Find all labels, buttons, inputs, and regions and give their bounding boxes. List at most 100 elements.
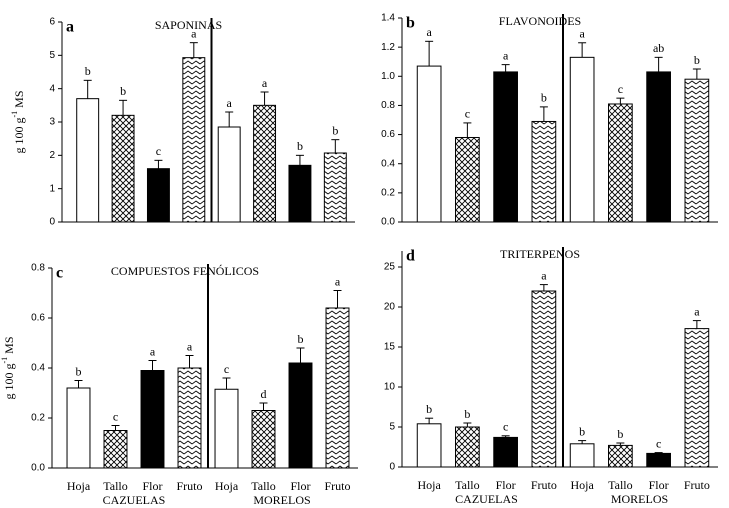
y-tick-label: 0.2 (381, 187, 395, 198)
bar (569, 443, 595, 468)
group-label: MORELOS (253, 493, 310, 507)
bar (684, 78, 710, 223)
significance-letter: a (191, 26, 197, 40)
y-tick-label: 5 (389, 422, 395, 433)
significance-letter: c (503, 420, 508, 434)
significance-letter: a (150, 344, 156, 358)
significance-letter: b (426, 402, 432, 416)
y-tick-label: 1.4 (381, 13, 395, 24)
y-label-text: g 100 g (2, 364, 16, 400)
bar (66, 387, 91, 469)
bar (646, 71, 671, 223)
x-tick-label: Flor (142, 479, 162, 493)
bar (416, 65, 442, 223)
significance-letter: b (298, 332, 304, 346)
significance-letter: c (656, 436, 661, 450)
significance-letter: a (262, 76, 268, 90)
significance-letter: c (113, 409, 118, 423)
bar (493, 71, 518, 223)
x-tick-label: Hoja (215, 479, 239, 493)
y-tick-label: 0.4 (381, 158, 395, 169)
y-tick-label: 0.2 (31, 413, 45, 424)
panel-label: b (406, 15, 415, 32)
x-tick-label: Tallo (251, 479, 276, 493)
bar (608, 444, 633, 468)
bar (253, 104, 277, 223)
x-tick-label: Flor (290, 479, 310, 493)
bar (531, 290, 557, 468)
bar (323, 152, 347, 223)
y-label-text: MS (2, 336, 16, 353)
y-tick-label: 0.8 (381, 100, 395, 111)
chart-title: COMPUESTOS FENÓLICOS (111, 264, 259, 278)
y-tick-label: 0.0 (381, 217, 395, 228)
x-tick-label: Fruto (684, 478, 710, 492)
significance-letter: b (617, 427, 623, 441)
x-tick-label: Tallo (608, 478, 633, 492)
y-tick-label: 0.6 (381, 129, 395, 140)
significance-letter: d (261, 387, 267, 401)
x-tick-label: Hoja (67, 479, 91, 493)
significance-letter: b (85, 64, 91, 78)
group-label: CAZUELAS (455, 492, 518, 506)
significance-letter: b (694, 53, 700, 67)
significance-letter: c (156, 144, 161, 158)
y-axis-label: g 100 g-1 MS (10, 90, 25, 153)
bar (684, 328, 710, 468)
x-tick-label: Fruto (531, 478, 557, 492)
y-tick-label: 2 (49, 150, 55, 161)
x-tick-label: Fruto (324, 479, 350, 493)
y-label-text: MS (12, 90, 26, 107)
significance-letter: b (332, 123, 338, 137)
x-tick-label: Hoja (570, 478, 594, 492)
x-tick-label: Tallo (455, 478, 480, 492)
y-tick-label: 10 (384, 382, 396, 393)
significance-letter: c (465, 107, 470, 121)
y-tick-label: 1.2 (381, 42, 395, 53)
y-tick-label: 0 (49, 217, 55, 228)
y-tick-label: 0.6 (31, 313, 45, 324)
significance-letter: a (227, 96, 233, 110)
significance-letter: b (464, 407, 470, 421)
y-label-sup: -1 (0, 357, 9, 364)
x-tick-label: Flor (649, 478, 669, 492)
bar (569, 56, 595, 223)
bar (182, 57, 206, 223)
significance-letter: b (297, 139, 303, 153)
y-label-text: g 100 g (12, 118, 26, 154)
bar (76, 98, 100, 223)
y-tick-label: 0.0 (31, 463, 45, 474)
bar (111, 114, 135, 223)
bar (325, 307, 350, 469)
bar (288, 362, 313, 469)
panel-label: c (56, 265, 63, 282)
y-axis-label: g 100 g-1 MS (0, 336, 15, 399)
significance-letter: a (335, 274, 341, 288)
significance-letter: a (579, 27, 585, 41)
x-tick-label: Tallo (103, 479, 128, 493)
significance-letter: a (187, 339, 193, 353)
bar (177, 367, 202, 469)
y-tick-label: 0 (389, 462, 395, 473)
bar (493, 436, 518, 468)
significance-letter: b (120, 84, 126, 98)
chart-title: SAPONINAS (155, 18, 222, 32)
significance-letter: a (541, 268, 547, 282)
significance-letter: b (76, 364, 82, 378)
significance-letter: b (541, 91, 547, 105)
significance-letter: a (426, 25, 432, 39)
significance-letter: a (503, 48, 509, 62)
significance-letter: c (224, 362, 229, 376)
bar (531, 120, 557, 223)
y-tick-label: 6 (49, 17, 55, 28)
group-label: CAZUELAS (103, 493, 166, 507)
y-tick-label: 4 (49, 83, 55, 94)
y-label-sup: -1 (10, 111, 19, 118)
bar (146, 168, 170, 223)
bar (455, 136, 480, 223)
y-tick-label: 25 (384, 262, 396, 273)
y-tick-label: 1 (49, 183, 55, 194)
chart-title: TRITERPENOS (500, 247, 580, 261)
bar (140, 370, 165, 469)
